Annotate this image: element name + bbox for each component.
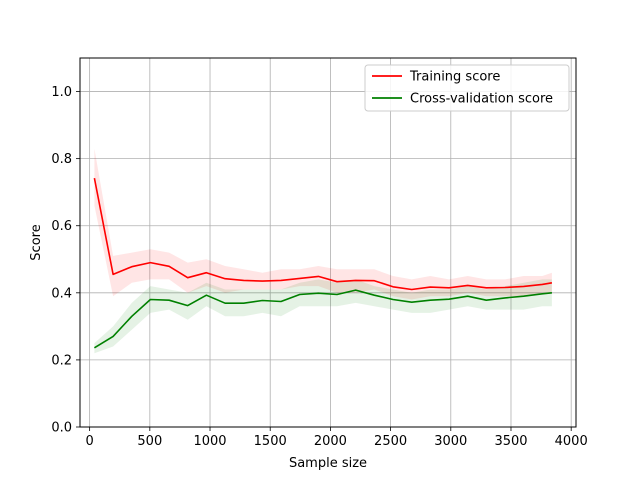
x-tick-label: 4000 xyxy=(555,434,588,449)
x-tick-label: 2500 xyxy=(374,434,407,449)
y-tick-label: 0.8 xyxy=(51,152,72,167)
x-axis-label: Sample size xyxy=(289,456,367,471)
legend-box xyxy=(364,64,570,112)
training-score-line xyxy=(93,177,553,291)
score-bands xyxy=(94,148,552,354)
plot-area-frame xyxy=(79,57,577,428)
y-tick-label: 0.0 xyxy=(51,421,72,436)
legend-label-cross-validation: Cross-validation score xyxy=(410,92,553,107)
x-tick-label: 1500 xyxy=(254,434,287,449)
legend-label-training: Training score xyxy=(409,70,500,85)
cross-validation-score-band xyxy=(94,279,552,354)
x-tick-label: 3500 xyxy=(494,434,527,449)
axis-ticks: 0 500 1000 1500 2000 2500 3000 3500 4000 0.0 0.2 0.… xyxy=(51,85,587,449)
x-tick-label: 500 xyxy=(137,434,162,449)
y-axis-label: Score xyxy=(29,224,44,260)
cross-validation-score-line xyxy=(93,289,552,349)
y-tick-label: 0.6 xyxy=(51,219,72,234)
training-score-band xyxy=(94,148,552,300)
grid xyxy=(80,58,576,428)
x-tick-label: 1000 xyxy=(193,434,226,449)
score-lines xyxy=(93,177,553,349)
y-tick-label: 0.4 xyxy=(51,286,72,301)
x-tick-label: 3000 xyxy=(434,434,467,449)
x-tick-label: 0 xyxy=(85,434,93,449)
y-tick-label: 0.2 xyxy=(51,353,72,368)
y-tick-label: 1.0 xyxy=(51,85,72,100)
x-tick-label: 2000 xyxy=(314,434,347,449)
legend: Training score Cross-validation score xyxy=(364,64,570,112)
